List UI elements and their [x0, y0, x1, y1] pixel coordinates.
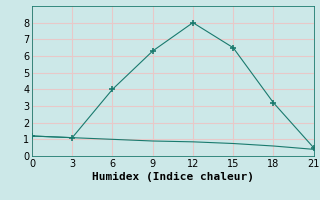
X-axis label: Humidex (Indice chaleur): Humidex (Indice chaleur): [92, 172, 254, 182]
